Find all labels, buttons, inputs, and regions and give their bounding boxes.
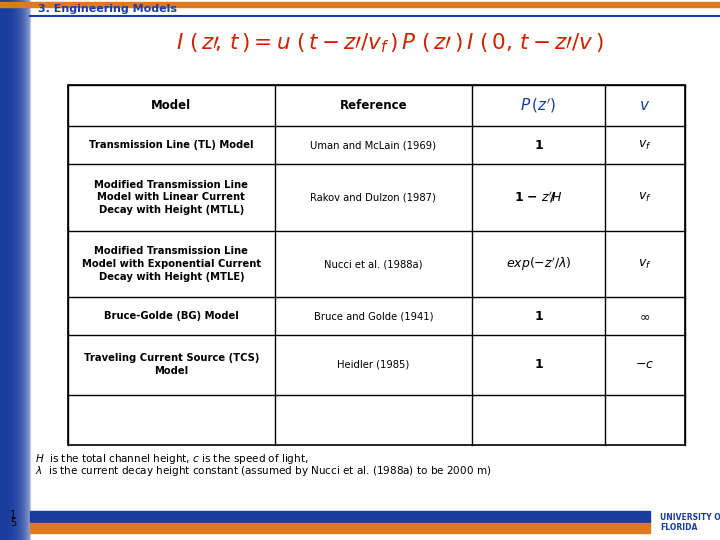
Bar: [18, 0, 19, 540]
Bar: [5, 0, 6, 540]
Bar: [30, 523, 650, 533]
Bar: [10, 0, 11, 540]
Text: $-c$: $-c$: [635, 359, 654, 372]
Text: Rakov and Dulzon (1987): Rakov and Dulzon (1987): [310, 192, 436, 202]
Bar: [26, 0, 27, 540]
Text: Nucci et al. (1988a): Nucci et al. (1988a): [324, 259, 423, 269]
Bar: [9, 0, 10, 540]
Bar: [4, 0, 5, 540]
Text: 1: 1: [10, 510, 16, 520]
Bar: [28, 0, 29, 540]
Bar: [13, 0, 14, 540]
Bar: [14, 0, 15, 540]
Text: $\mathit{v}_f$: $\mathit{v}_f$: [638, 139, 652, 152]
Bar: [8, 0, 9, 540]
Text: FLORIDA: FLORIDA: [660, 523, 698, 531]
Text: Modified Transmission Line
Model with Exponential Current
Decay with Height (MTL: Modified Transmission Line Model with Ex…: [82, 246, 261, 282]
Text: $\mathbf{\mathit{P}}\,(z')$: $\mathbf{\mathit{P}}\,(z')$: [521, 97, 557, 115]
Text: $\mathbf{1}$: $\mathbf{1}$: [534, 359, 544, 372]
Text: $\mathbf{1}\ \mathbf{-}\ \mathbf{\mathit{z}'\!/\!\mathit{H}}$: $\mathbf{1}\ \mathbf{-}\ \mathbf{\mathit…: [514, 190, 563, 205]
Bar: [0, 0, 1, 540]
Bar: [27, 0, 28, 540]
Text: Uman and McLain (1969): Uman and McLain (1969): [310, 140, 436, 150]
Text: $\mathbf{1}$: $\mathbf{1}$: [534, 139, 544, 152]
Text: $\mathit{v}$: $\mathit{v}$: [639, 98, 650, 113]
Bar: [1, 0, 2, 540]
Text: Reference: Reference: [340, 99, 408, 112]
Text: Bruce and Golde (1941): Bruce and Golde (1941): [314, 311, 433, 321]
Bar: [12, 0, 13, 540]
Text: $\mathit{v}_f$: $\mathit{v}_f$: [638, 258, 652, 271]
Text: $\mathit{v}_f$: $\mathit{v}_f$: [638, 191, 652, 204]
Text: Model: Model: [151, 99, 192, 112]
Text: $\infty$: $\infty$: [639, 310, 650, 323]
Text: UNIVERSITY OF: UNIVERSITY OF: [660, 512, 720, 522]
Bar: [29, 0, 30, 540]
Bar: [15, 0, 16, 540]
Text: $\mathit{H}$  is the total channel height, $\mathit{c}$ is the speed of light,: $\mathit{H}$ is the total channel height…: [35, 452, 309, 466]
Bar: [6, 0, 7, 540]
Bar: [19, 0, 20, 540]
Text: $\mathit{\lambda}$  is the current decay height constant (assumed by Nucci et al: $\mathit{\lambda}$ is the current decay …: [35, 464, 491, 478]
Bar: [11, 0, 12, 540]
Bar: [22, 0, 23, 540]
Bar: [68, 85, 685, 445]
Text: Modified Transmission Line
Model with Linear Current
Decay with Height (MTLL): Modified Transmission Line Model with Li…: [94, 180, 248, 215]
Bar: [24, 0, 25, 540]
Bar: [30, 511, 650, 522]
Bar: [2, 0, 3, 540]
Bar: [17, 0, 18, 540]
Bar: [3, 0, 4, 540]
Text: Traveling Current Source (TCS)
Model: Traveling Current Source (TCS) Model: [84, 354, 259, 376]
Bar: [0, 2, 720, 7]
Bar: [7, 0, 8, 540]
Bar: [20, 0, 21, 540]
Bar: [23, 0, 24, 540]
Bar: [16, 0, 17, 540]
Text: Heidler (1985): Heidler (1985): [337, 360, 410, 370]
Text: $\mathit{I}\ (\,z\prime\!,\,t\,)=\mathit{u}\ (\,t-z\prime/\mathit{v}_f\,)\,\math: $\mathit{I}\ (\,z\prime\!,\,t\,)=\mathit…: [176, 31, 604, 55]
Text: 3. Engineering Models: 3. Engineering Models: [38, 4, 177, 14]
Text: $\mathbf{1}$: $\mathbf{1}$: [534, 310, 544, 323]
Text: 5: 5: [10, 518, 17, 528]
Bar: [21, 0, 22, 540]
Bar: [25, 0, 26, 540]
Text: Bruce-Golde (BG) Model: Bruce-Golde (BG) Model: [104, 311, 239, 321]
Text: Transmission Line (TL) Model: Transmission Line (TL) Model: [89, 140, 253, 150]
Text: $\mathit{exp}(-z'/\lambda)$: $\mathit{exp}(-z'/\lambda)$: [505, 255, 571, 273]
